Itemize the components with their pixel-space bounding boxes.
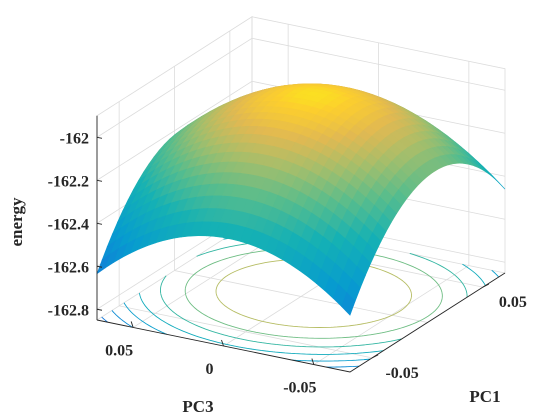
z-tick-mark-3 — [96, 265, 103, 268]
pc3-tick-mark-2 — [311, 358, 315, 365]
z-tick-label-4: -162.8 — [48, 302, 89, 319]
surface-patch — [341, 291, 356, 316]
pc3-axis-label: PC3 — [182, 397, 213, 416]
pc1-tick-mark-0 — [371, 354, 379, 359]
pc1-tick-mark-1 — [482, 283, 490, 288]
pc3-tick-mark-1 — [221, 339, 224, 347]
pc3-gridline-0 — [313, 61, 470, 365]
z-axis-label: energy — [7, 197, 26, 247]
contour-line-0 — [215, 258, 412, 328]
axis-box — [96, 115, 506, 373]
z-tick-label-0: -162 — [60, 130, 89, 147]
contour-line-3 — [138, 231, 486, 355]
pc1-gridline-0 — [118, 101, 373, 359]
z-tick-mark-0 — [96, 136, 103, 139]
pc3-tick-mark-0 — [130, 321, 134, 328]
z-gridline-4 — [96, 37, 506, 138]
z-tick-label-2: -162.4 — [48, 216, 89, 233]
floor-front-edges — [96, 272, 506, 373]
z-tick-label-3: -162.6 — [48, 259, 89, 276]
pc1-axis-label: PC1 — [469, 387, 500, 406]
z-tick-mark-1 — [96, 179, 103, 182]
pc3-tick-label-2: -0.05 — [283, 380, 316, 397]
energy-surface — [96, 83, 506, 316]
z-tick-mark-4 — [96, 308, 103, 311]
z-tick-label-1: -162.2 — [48, 173, 89, 190]
pc1-tick-label-1: 0.05 — [499, 294, 527, 311]
pc3-tick-label-0: 0.05 — [105, 342, 133, 359]
z-tick-mark-2 — [96, 222, 103, 225]
pc3-tick-label-1: 0 — [206, 361, 214, 378]
tick-labels: -162 -162.2 -162.4 -162.6 -162.8 0.05 0 -0.05 -0… — [48, 130, 527, 396]
z-gridline-3 — [96, 80, 506, 181]
pc1-tick-label-0: -0.05 — [385, 365, 418, 382]
